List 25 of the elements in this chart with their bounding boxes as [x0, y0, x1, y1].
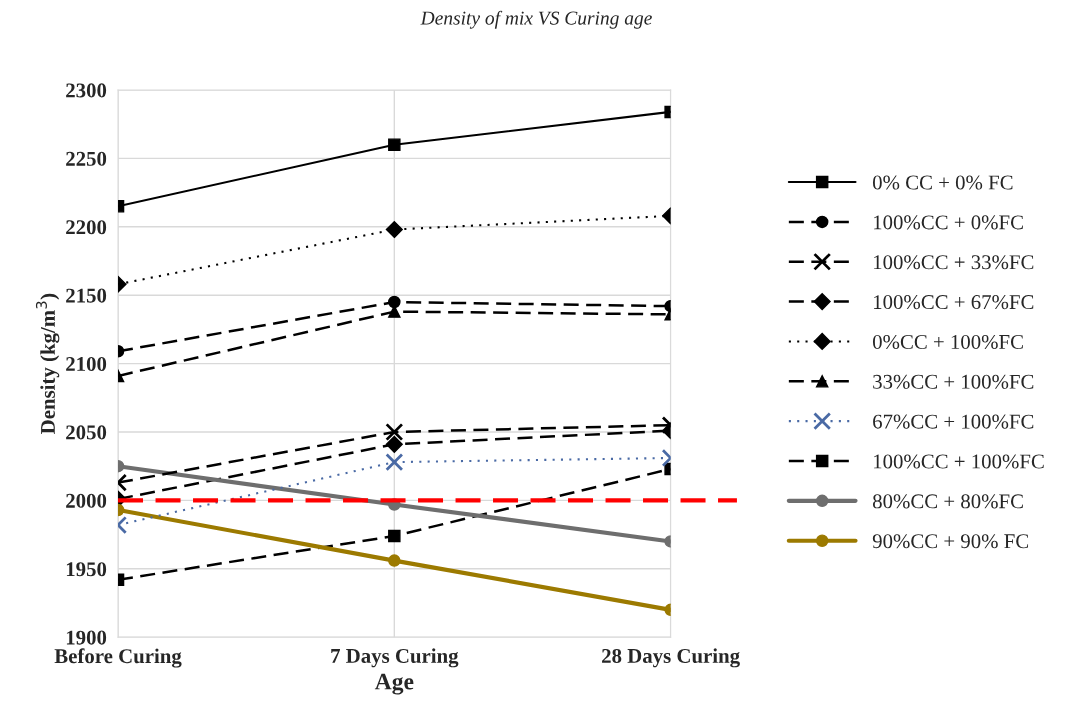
y-axis-title: Density (kg/m$^{3}$) [35, 293, 60, 434]
x-tick-label: 28 Days Curing [602, 648, 740, 668]
y-tick-label: 2150 [66, 288, 107, 303]
x-tick-label: 7 Days Curing [331, 648, 459, 668]
y-tick-label: 2050 [66, 425, 107, 440]
legend-label: 67%CC + 100%FC [873, 414, 1034, 429]
y-tick-label: 1950 [66, 562, 107, 577]
y-tick-label: 2200 [66, 220, 107, 235]
y-tick-label: 1900 [66, 630, 107, 645]
y-tick-label: 2300 [66, 83, 107, 98]
y-tick-label: 2000 [66, 493, 107, 508]
chart-title: Density of mix VS Curing age [420, 10, 652, 29]
legend-label: 100%CC + 67%FC [874, 295, 1034, 310]
legend-label: 0%CC + 100%FC [872, 334, 1023, 350]
legend-label: 100%CC + 100%FC [874, 454, 1044, 469]
legend-label: 90%CC + 90% FC [872, 534, 1029, 549]
x-axis-title: Age [374, 673, 414, 695]
x-tick-label: Before Curing [54, 648, 182, 668]
legend-label: 100%CC + 0%FC [874, 215, 1023, 230]
legend-label: 80%CC + 80%FC [872, 494, 1023, 509]
y-tick-label: 2100 [66, 356, 107, 372]
legend-label: 33%CC + 100%FC [873, 374, 1034, 389]
y-tick-label: 2250 [66, 151, 107, 166]
legend-label: 0% CC + 0% FC [872, 175, 1013, 190]
legend-label: 100%CC + 33%FC [874, 255, 1034, 270]
